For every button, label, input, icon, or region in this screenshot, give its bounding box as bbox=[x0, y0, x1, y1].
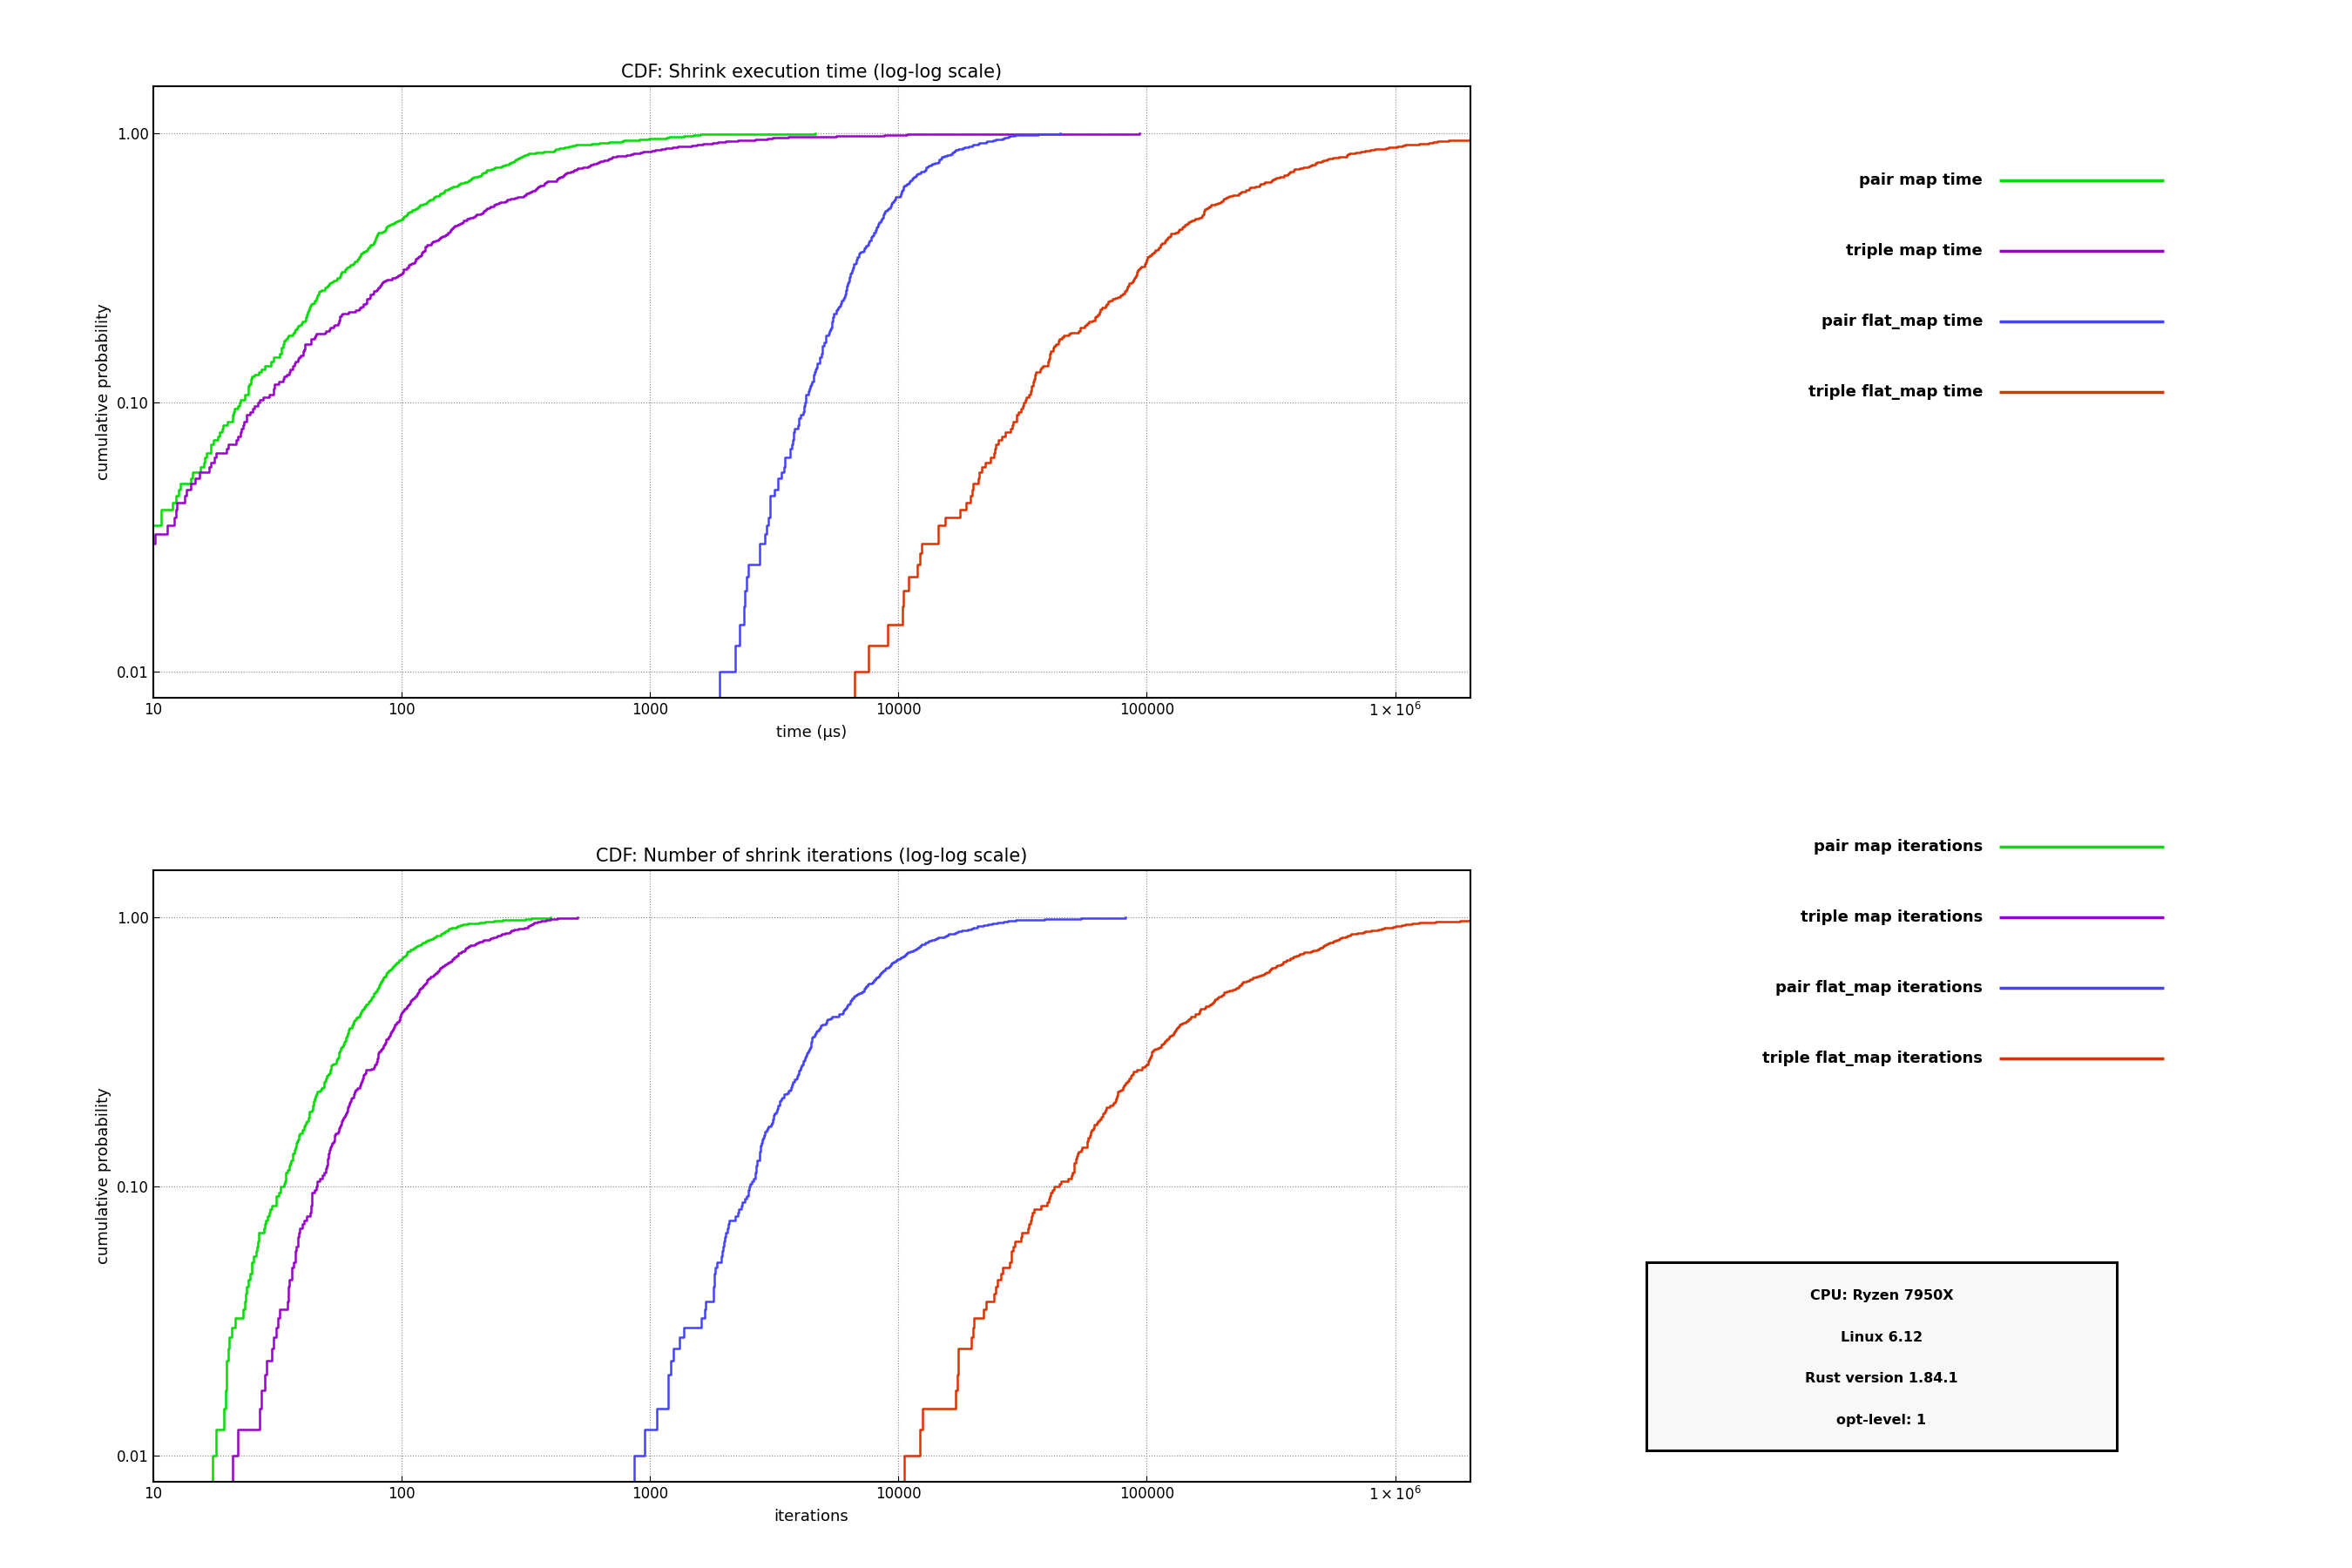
Text: triple map iterations: triple map iterations bbox=[1802, 909, 1983, 925]
Text: triple flat_map time: triple flat_map time bbox=[1809, 384, 1983, 400]
Text: pair map iterations: pair map iterations bbox=[1813, 839, 1983, 855]
Title: CDF: Number of shrink iterations (log-log scale): CDF: Number of shrink iterations (log-lo… bbox=[595, 848, 1028, 866]
X-axis label: time (µs): time (µs) bbox=[776, 724, 847, 740]
Text: Linux 6.12: Linux 6.12 bbox=[1842, 1331, 1922, 1344]
Text: opt-level: 1: opt-level: 1 bbox=[1837, 1414, 1926, 1427]
Text: pair flat_map iterations: pair flat_map iterations bbox=[1776, 980, 1983, 996]
Text: triple map time: triple map time bbox=[1846, 243, 1983, 259]
X-axis label: iterations: iterations bbox=[774, 1508, 849, 1524]
Title: CDF: Shrink execution time (log-log scale): CDF: Shrink execution time (log-log scal… bbox=[621, 64, 1002, 82]
Text: CPU: Ryzen 7950X: CPU: Ryzen 7950X bbox=[1811, 1289, 1952, 1303]
Y-axis label: cumulative probability: cumulative probability bbox=[96, 1088, 111, 1264]
Text: Rust version 1.84.1: Rust version 1.84.1 bbox=[1804, 1372, 1959, 1386]
Text: pair map time: pair map time bbox=[1858, 172, 1983, 188]
Text: pair flat_map time: pair flat_map time bbox=[1820, 314, 1983, 329]
Text: triple flat_map iterations: triple flat_map iterations bbox=[1762, 1051, 1983, 1066]
Y-axis label: cumulative probability: cumulative probability bbox=[96, 304, 111, 480]
